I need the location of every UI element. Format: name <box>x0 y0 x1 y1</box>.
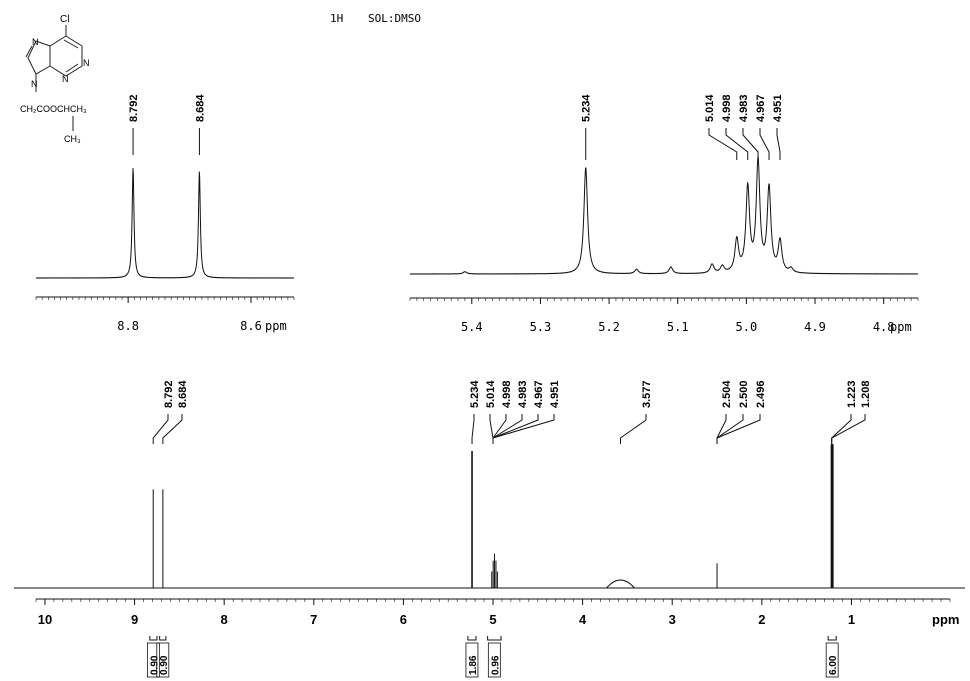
peak-label-leader <box>471 414 475 444</box>
peak-shift-label: 8.684 <box>194 94 206 122</box>
aromatic-inset-panel: 8.8 8.6 ppm 8.792 8.684 <box>35 94 295 333</box>
x-axis-tick-label: 8 <box>221 612 228 627</box>
x-axis-unit-label: ppm <box>890 320 912 334</box>
peak-label-leader <box>620 414 647 444</box>
integral-bracket <box>467 636 477 641</box>
ring-n-label: N <box>31 79 38 89</box>
x-axis-tick-label: 2 <box>758 612 765 627</box>
integral-bracket <box>159 636 167 641</box>
ring-n-label: N <box>83 58 90 68</box>
peak-shift-label: 2.504 <box>721 380 733 408</box>
peak-shift-label: 8.792 <box>128 94 140 122</box>
x-axis-tick-label: 10 <box>38 612 52 627</box>
peak-label-leader <box>759 128 770 160</box>
peak-label-leader <box>152 414 169 444</box>
peak-shift-label: 5.234 <box>469 380 481 408</box>
integral-bracket <box>487 636 502 641</box>
peak-shift-label: 1.86 <box>468 655 479 675</box>
x-axis-tick-label: 5 <box>489 612 496 627</box>
imidazole-ring <box>27 40 51 75</box>
x-axis-tick-label: 4.8 <box>873 320 895 334</box>
spectrum-peak <box>606 579 635 589</box>
nucleus-label: 1H <box>330 12 343 25</box>
integral-value-box <box>825 642 839 678</box>
integral-value-box <box>156 642 170 678</box>
peak-label-leader <box>492 414 555 444</box>
integral-bracket <box>827 636 837 641</box>
x-axis-tick-label: 4 <box>579 612 587 627</box>
x-axis-tick-label: 9 <box>131 612 138 627</box>
ring-n-label: N <box>32 37 39 47</box>
peak-label-leader <box>162 414 183 444</box>
peak-shift-label: 2.496 <box>755 380 767 408</box>
peak-shift-label: 3.577 <box>641 380 653 408</box>
peak-shift-label: 6.00 <box>828 655 839 675</box>
methyl-label: CH₃ <box>64 134 81 144</box>
side-chain-label: CH₂COOCHCH₃ <box>20 104 87 114</box>
peak-label-leader <box>716 414 761 444</box>
spectrum-trace <box>35 168 295 279</box>
peak-label-leader <box>492 414 523 444</box>
peak-shift-label: 4.998 <box>501 380 513 408</box>
x-axis-tick-label: 4.9 <box>804 320 826 334</box>
chemical-structure <box>25 25 83 131</box>
x-axis-tick-label: 5.4 <box>461 320 483 334</box>
peak-label-leader <box>725 128 749 160</box>
x-axis-tick-label: 6 <box>400 612 407 627</box>
chloro-label: Cl <box>60 14 69 25</box>
peak-shift-label: 0.90 <box>159 655 170 675</box>
peak-shift-label: 4.983 <box>738 94 750 122</box>
x-axis-unit-label: ppm <box>932 612 959 627</box>
full-spectrum-panel: 10 9 8 7 6 5 4 3 2 1 ppm 8.792 8.684 5.234 5.014 4.998 4… <box>14 380 965 678</box>
peak-label-leader <box>776 128 781 160</box>
x-axis-tick-label: 5.2 <box>598 320 620 334</box>
ring-n-label: N <box>62 74 69 84</box>
integral-value-box <box>465 642 479 678</box>
peak-shift-label: 4.951 <box>772 94 784 122</box>
integral-value-box <box>146 642 160 678</box>
x-axis-tick-label: 5.1 <box>667 320 689 334</box>
peak-shift-label: 8.684 <box>177 380 189 408</box>
x-axis-tick-label: 8.6 <box>240 319 262 333</box>
solvent-label: SOL:DMSO <box>368 12 421 25</box>
peak-label-leader <box>716 414 727 444</box>
pyrimidine-ring <box>49 35 83 77</box>
ring-double-bond <box>25 45 33 58</box>
ring-double-bond <box>63 39 79 49</box>
peak-shift-label: 4.951 <box>549 380 561 408</box>
x-axis-unit-label: ppm <box>265 319 287 333</box>
peak-shift-label: 0.90 <box>149 655 160 675</box>
peak-shift-label: 4.967 <box>755 94 767 122</box>
peak-shift-label: 1.208 <box>860 380 872 408</box>
integral-value-box <box>487 642 501 678</box>
x-axis-tick-label: 7 <box>310 612 317 627</box>
x-axis-tick-label: 3 <box>669 612 676 627</box>
peak-shift-label: 4.967 <box>533 380 545 408</box>
peak-label-leader <box>742 128 759 160</box>
peak-shift-label: 1.223 <box>846 380 858 408</box>
peak-shift-label: 0.96 <box>490 655 501 675</box>
ring-double-bond <box>65 63 79 73</box>
peak-shift-label: 4.998 <box>721 94 733 122</box>
integral-bracket <box>149 636 158 641</box>
peak-label-leader <box>492 414 507 444</box>
x-axis-tick-label: 1 <box>848 612 855 627</box>
peak-label-leader <box>831 414 866 444</box>
peak-shift-label: 5.014 <box>704 94 716 122</box>
peak-shift-label: 5.014 <box>485 380 497 408</box>
peak-shift-label: 4.983 <box>517 380 529 408</box>
x-axis-tick-label: 5.3 <box>530 320 552 334</box>
peak-shift-label: 5.234 <box>581 94 593 122</box>
x-axis-tick-label: 8.8 <box>117 319 139 333</box>
peak-shift-label: 2.500 <box>738 380 750 408</box>
peak-shift-label: 8.792 <box>163 380 175 408</box>
peak-label-leader <box>708 128 738 160</box>
spectrum-trace <box>409 156 919 275</box>
x-axis-tick-label: 5.0 <box>736 320 758 334</box>
